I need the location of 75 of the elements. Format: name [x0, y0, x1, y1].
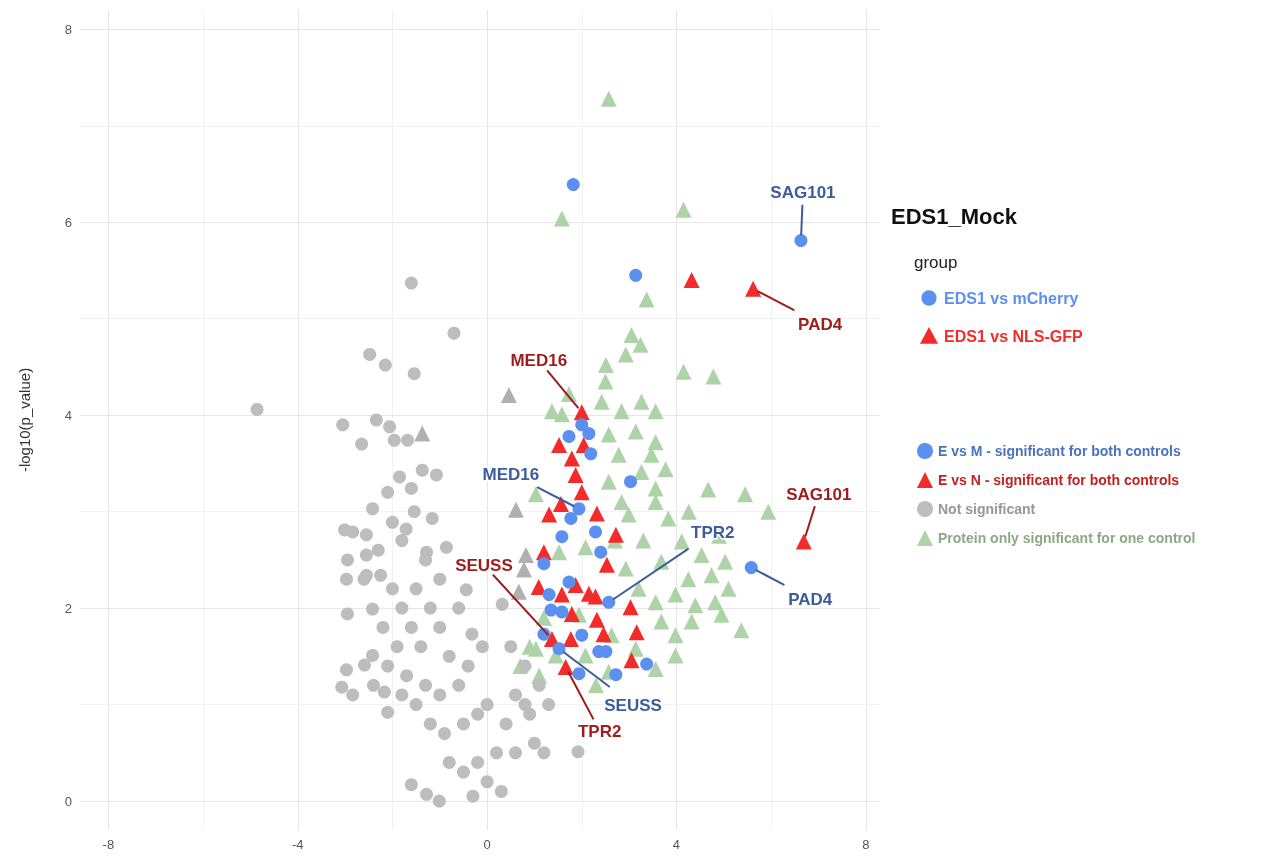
point	[507, 501, 524, 518]
point	[563, 450, 580, 467]
text: EDS1 vs mCherry	[944, 290, 1079, 307]
annotation: SEUSS	[455, 555, 513, 575]
point	[562, 630, 579, 647]
y-tick-label: 8	[64, 21, 72, 37]
point	[584, 447, 598, 461]
point	[562, 575, 576, 589]
point	[582, 427, 596, 440]
point	[745, 280, 762, 297]
point	[575, 418, 589, 432]
x-tick-label: 4	[672, 837, 681, 852]
annotation: MED16	[482, 464, 540, 484]
x-tick-label: -8	[102, 837, 115, 852]
point	[510, 583, 527, 600]
x-tick-label: 8	[862, 837, 870, 852]
x-tick-label: 0	[483, 837, 491, 852]
point	[573, 484, 590, 501]
annotation: PAD4	[798, 314, 843, 334]
x-tick-label: -4	[291, 837, 304, 852]
text: EDS1 vs NLS-GFP	[944, 328, 1084, 345]
point	[542, 588, 556, 602]
point	[622, 599, 639, 616]
point	[744, 561, 758, 575]
point	[516, 561, 533, 578]
legend-label: Not significant	[938, 501, 1036, 517]
annotation: MED16	[510, 351, 568, 371]
annotation: SAG101	[786, 484, 852, 504]
legend-label: E vs M - significant for both controls	[938, 443, 1181, 459]
y-tick-label: 0	[64, 793, 72, 809]
point	[566, 178, 580, 192]
point	[598, 556, 615, 573]
point	[588, 611, 605, 628]
point	[572, 667, 586, 681]
text: EDS1_Mock	[891, 203, 1018, 229]
point	[575, 628, 589, 642]
point	[594, 545, 608, 559]
point	[567, 466, 584, 483]
legend-label: Protein only significant for one control	[938, 530, 1196, 546]
y-tick-label: 2	[64, 600, 72, 616]
point	[414, 425, 431, 442]
point	[564, 511, 578, 525]
y-axis-title: -log10(p_value)	[16, 367, 33, 473]
text: group	[914, 253, 958, 272]
annotation: SAG101	[770, 182, 836, 202]
point	[623, 652, 640, 669]
y-tick-label: 6	[64, 214, 72, 230]
point	[553, 586, 570, 603]
point	[587, 588, 604, 605]
point	[541, 506, 558, 523]
point	[555, 530, 569, 544]
point	[500, 386, 517, 403]
point	[588, 505, 605, 522]
point	[551, 437, 568, 454]
legend-label: E vs N - significant for both controls	[938, 472, 1180, 488]
point	[795, 533, 812, 550]
point	[562, 429, 576, 443]
point	[517, 547, 534, 564]
point	[794, 234, 808, 248]
point	[628, 624, 645, 641]
annotation: PAD4	[788, 589, 833, 609]
point	[602, 595, 616, 609]
point	[557, 658, 574, 675]
point	[589, 525, 602, 539]
point	[624, 475, 638, 489]
point	[537, 557, 551, 571]
annotation: TPR2	[691, 523, 735, 543]
point	[683, 272, 700, 289]
point	[629, 268, 643, 282]
point	[572, 502, 586, 516]
y-tick-label: 4	[64, 407, 72, 423]
annotation: SEUSS	[604, 695, 662, 715]
annotation: TPR2	[577, 721, 622, 741]
point	[555, 605, 569, 619]
point	[552, 495, 569, 512]
